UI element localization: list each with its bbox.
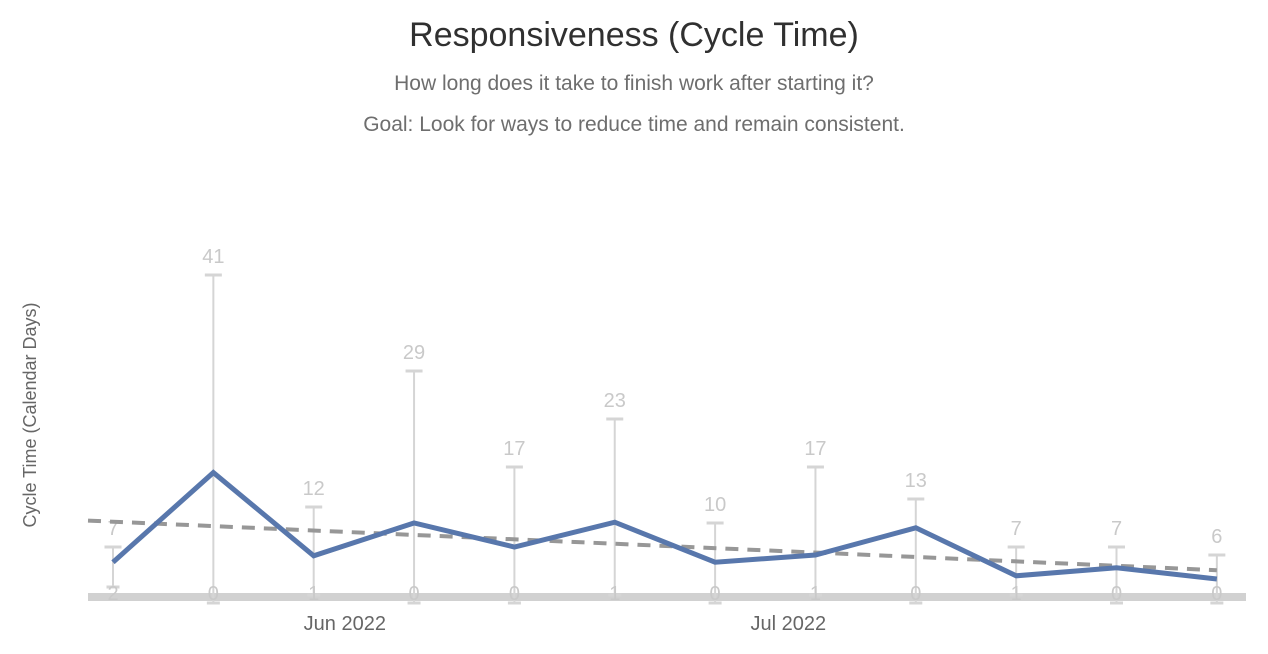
min-value-label-8: 0	[910, 583, 921, 605]
min-value-label-3: 0	[408, 583, 419, 605]
max-value-label-7: 17	[804, 438, 826, 460]
max-value-label-3: 29	[403, 342, 425, 364]
max-value-label-9: 7	[1011, 518, 1022, 540]
y-axis-title: Cycle Time (Calendar Days)	[20, 302, 40, 527]
chart-title: Responsiveness (Cycle Time)	[409, 16, 859, 54]
average-cycle-time-line	[111, 469, 1218, 582]
x-tick-label-0: Jun 2022	[304, 613, 386, 635]
min-value-label-2: 1	[308, 583, 319, 605]
min-value-label-6: 0	[710, 583, 721, 605]
x-axis-line	[88, 593, 1246, 601]
max-value-label-2: 12	[303, 478, 325, 500]
max-value-label-1: 41	[202, 246, 224, 268]
max-value-label-10: 7	[1111, 518, 1122, 540]
chart-subtitle-question: How long does it take to finish work aft…	[394, 72, 874, 95]
min-value-label-5: 1	[609, 583, 620, 605]
max-value-label-5: 23	[604, 390, 626, 412]
min-value-label-11: 0	[1211, 583, 1222, 605]
trend-line	[87, 518, 1217, 573]
max-value-label-0: 7	[107, 518, 118, 540]
min-value-label-0: 2	[107, 583, 118, 605]
chart-subtitle-goal: Goal: Look for ways to reduce time and r…	[363, 113, 905, 136]
max-value-label-4: 17	[503, 438, 525, 460]
min-value-label-7: 1	[810, 583, 821, 605]
min-value-label-9: 1	[1011, 583, 1022, 605]
x-tick-label-1: Jul 2022	[751, 613, 827, 635]
max-value-label-8: 13	[905, 470, 927, 492]
min-value-label-4: 0	[509, 583, 520, 605]
max-value-label-11: 6	[1211, 526, 1222, 548]
min-value-label-1: 0	[208, 583, 219, 605]
min-value-label-10: 0	[1111, 583, 1122, 605]
max-value-label-6: 10	[704, 494, 726, 516]
